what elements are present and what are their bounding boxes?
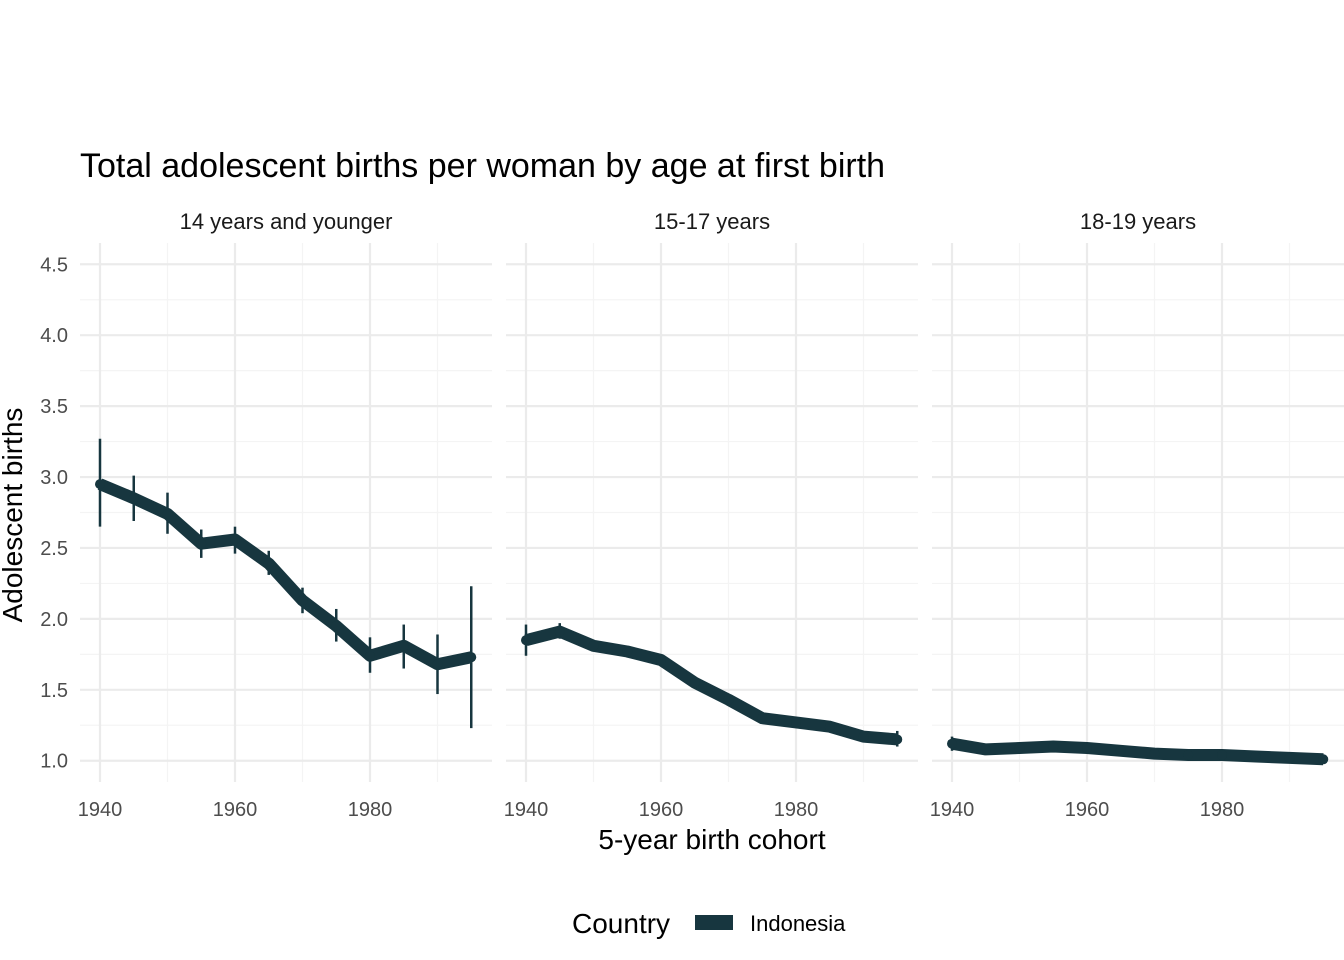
x-tick-label: 1980 [774, 799, 819, 821]
x-axis-title: 5-year birth cohort [598, 824, 825, 855]
data-point [432, 659, 443, 670]
data-point [1318, 754, 1329, 765]
series-line-indonesia [97, 478, 473, 671]
data-point [1183, 750, 1194, 761]
y-tick-label: 4.0 [40, 325, 68, 347]
x-tick-label: 1960 [639, 799, 684, 821]
y-tick-label: 4.5 [40, 254, 68, 276]
x-tick-label: 1960 [1065, 799, 1110, 821]
x-tick-label: 1980 [1200, 799, 1245, 821]
data-point [128, 493, 139, 504]
series-line-indonesia [524, 625, 898, 746]
x-tick-label: 1940 [78, 799, 123, 821]
y-tick-label: 1.5 [40, 680, 68, 702]
data-point [892, 734, 903, 745]
data-point [689, 677, 700, 688]
y-axis-title: Adolescent births [0, 408, 28, 623]
data-point [365, 650, 375, 661]
facet-label: 14 years and younger [180, 209, 393, 234]
y-tick-label: 2.5 [40, 538, 68, 560]
legend-label-indonesia: Indonesia [750, 911, 846, 936]
data-point [162, 508, 173, 519]
data-point [947, 738, 957, 749]
y-tick-label: 2.0 [40, 609, 68, 631]
panel-1: 14 years and younger 1940 1960 1980 [78, 209, 492, 821]
data-point [858, 731, 869, 742]
facet-label: 18-19 years [1080, 209, 1196, 234]
data-point [824, 721, 835, 732]
series-line-indonesia [951, 737, 1324, 766]
data-point [398, 640, 409, 651]
legend-key-indonesia [695, 915, 733, 930]
data-point [1217, 750, 1227, 761]
x-tick-label: 1940 [930, 799, 975, 821]
data-point [1250, 751, 1261, 762]
data-point [466, 652, 477, 663]
data-point [791, 717, 801, 728]
data-point [1149, 748, 1160, 759]
x-tick-label: 1960 [213, 799, 258, 821]
data-point [331, 620, 342, 631]
data-point [980, 744, 991, 755]
y-tick-label: 3.5 [40, 396, 68, 418]
y-tick-label: 1.0 [40, 751, 68, 773]
y-axis: 1.0 1.5 2.0 2.5 3.0 3.5 4.0 4.5 [40, 254, 68, 772]
data-point [723, 694, 734, 705]
panel-3: 18-19 years 1940 1960 1980 [930, 209, 1344, 821]
data-point [196, 538, 207, 549]
x-tick-label: 1940 [504, 799, 549, 821]
data-point [230, 534, 240, 545]
data-point [757, 713, 768, 724]
legend-title: Country [572, 908, 670, 939]
data-point [656, 655, 666, 666]
data-point [297, 595, 308, 606]
data-point [1014, 742, 1025, 753]
data-point [1048, 741, 1059, 752]
data-point [622, 646, 633, 657]
chart-title: Total adolescent births per woman by age… [80, 147, 885, 185]
data-point [554, 626, 565, 637]
data-point [588, 640, 599, 651]
data-point [521, 635, 531, 646]
y-tick-label: 3.0 [40, 467, 68, 489]
data-point [1082, 742, 1092, 753]
legend: Country Indonesia [572, 908, 846, 939]
panel-2: 15-17 years 1940 1960 1980 [504, 209, 918, 821]
data-point [95, 479, 105, 490]
data-point [1115, 745, 1126, 756]
data-point [1284, 752, 1295, 763]
x-tick-label: 1980 [348, 799, 393, 821]
facet-label: 15-17 years [654, 209, 770, 234]
data-point [263, 558, 274, 569]
